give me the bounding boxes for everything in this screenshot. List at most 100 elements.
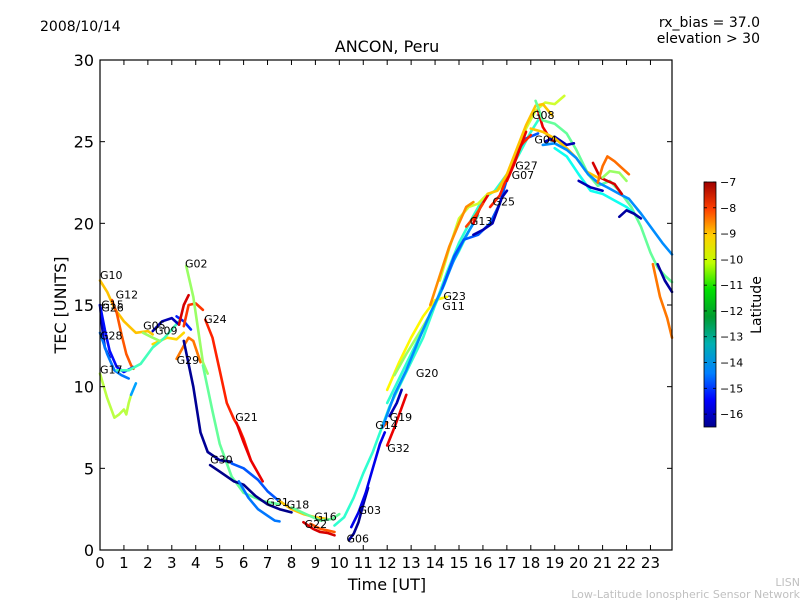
series-line-g29o <box>182 302 205 328</box>
x-tick-label: 16 <box>473 554 492 572</box>
satellite-label: G06 <box>347 533 370 546</box>
series-line-g05b <box>141 331 162 343</box>
series-line-g12 <box>110 298 135 370</box>
series-line-g07 <box>505 130 528 183</box>
series-line-g99b <box>656 262 674 294</box>
x-tick-label: 18 <box>521 554 540 572</box>
y-tick-label: 0 <box>84 541 94 560</box>
satellite-label: G15 <box>101 298 124 311</box>
series-line-g01r <box>591 161 623 196</box>
series-line-g09 <box>151 316 181 333</box>
series-line-g21 <box>235 421 264 483</box>
series-line-g30 <box>182 339 233 464</box>
satellite-label: G18 <box>287 498 310 511</box>
series-line-g29r <box>177 293 190 326</box>
y-axis: 0 5 10 15 20 25 30 <box>74 51 672 560</box>
colorbar-tick-label: −12 <box>720 305 743 318</box>
date-label: 2008/10/14 <box>40 19 121 35</box>
series-line-g04 <box>543 135 576 147</box>
satellite-label: G28 <box>100 329 123 342</box>
satellite-label: G21 <box>235 411 258 424</box>
series-line-g02 <box>184 264 209 375</box>
y-tick-label: 30 <box>74 51 94 70</box>
x-tick-label: 5 <box>215 554 225 572</box>
series-line-g24 <box>204 318 253 462</box>
satellite-label: G02 <box>185 257 208 270</box>
satellite-label: G31 <box>266 496 289 509</box>
series-line-g32 <box>385 393 408 447</box>
satellite-label: G24 <box>204 313 227 326</box>
colorbar-tick-label: −13 <box>720 331 743 344</box>
series-line-g01o <box>596 155 631 184</box>
x-tick-label: 2 <box>143 554 153 572</box>
x-tick-label: 22 <box>617 554 636 572</box>
x-tick-label: 9 <box>311 554 321 572</box>
x-tick-label: 7 <box>263 554 273 572</box>
x-tick-label: 23 <box>641 554 660 572</box>
x-axis: 0 1 2 3 4 5 6 7 8 9 10 11 12 13 14 15 16 17 18 19 20 21 22 23 <box>95 60 660 572</box>
x-tick-label: 12 <box>378 554 397 572</box>
colorbar-tick-label: −11 <box>720 279 743 292</box>
series-line-g04d <box>553 146 638 217</box>
series-line-g13b <box>429 200 475 307</box>
chart-title: ANCON, Peru <box>335 37 439 56</box>
x-tick-label: 20 <box>569 554 588 572</box>
series-line-g13o <box>464 202 485 228</box>
satellite-label: G23 <box>443 290 466 303</box>
series-line-g04e <box>577 179 604 192</box>
x-tick-label: 14 <box>426 554 445 572</box>
satellite-label: G08 <box>532 109 555 122</box>
x-tick-label: 15 <box>449 554 468 572</box>
x-tick-label: 4 <box>191 554 201 572</box>
y-axis-label: TEC [UNITS] <box>51 257 70 355</box>
x-tick-label: 17 <box>497 554 516 572</box>
x-tick-label: 10 <box>330 554 349 572</box>
series-line-g99 <box>651 262 674 339</box>
y-tick-label: 15 <box>74 296 94 315</box>
footer-lisn: LISN <box>775 576 800 589</box>
satellite-label: G27 <box>515 159 538 172</box>
series-line-g08b <box>534 99 674 284</box>
colorbar-tick-label: −10 <box>720 253 743 266</box>
satellite-label: G10 <box>100 269 123 282</box>
colorbar <box>703 181 717 428</box>
x-tick-label: 11 <box>354 554 373 572</box>
colorbar-tick-label: −15 <box>720 382 743 395</box>
series-line-g20b <box>393 316 430 377</box>
series-line-g30b <box>208 463 293 514</box>
colorbar-tick-label: −8 <box>720 202 736 215</box>
satellite-label: G30 <box>210 453 233 466</box>
satellite-label: G09 <box>155 324 178 337</box>
satellite-label: G17 <box>100 364 123 377</box>
satellite-label: G07 <box>512 169 535 182</box>
satellite-label: G32 <box>387 442 410 455</box>
series-line-g31 <box>237 480 281 523</box>
satellite-label: G04 <box>534 133 557 146</box>
series-line-g10 <box>98 279 154 336</box>
x-tick-label: 21 <box>593 554 612 572</box>
colorbar-tick-label: −9 <box>720 228 736 241</box>
satellite-label: G20 <box>416 367 439 380</box>
satellite-label: G03 <box>359 504 382 517</box>
satellite-label: G12 <box>116 289 139 302</box>
y-tick-label: 20 <box>74 214 94 233</box>
annotation-rx-bias: rx_bias = 37.0 <box>659 15 760 31</box>
satellite-label: G16 <box>314 511 337 524</box>
x-tick-label: 3 <box>167 554 177 572</box>
series-line-g13d <box>472 189 509 237</box>
colorbar-ticks: −7 −8 −9 −10 −11 −12 −13 −14 −15 −16 <box>704 176 743 421</box>
y-tick-label: 10 <box>74 378 94 397</box>
x-tick-label: 6 <box>239 554 249 572</box>
series-line-g05 <box>115 320 181 372</box>
satellite-label: G22 <box>305 518 328 531</box>
y-tick-label: 25 <box>74 133 94 152</box>
x-axis-label: Time [UT] <box>347 575 426 594</box>
x-tick-label: 19 <box>545 554 564 572</box>
series-line-g04f <box>618 209 643 220</box>
x-tick-label: 1 <box>119 554 129 572</box>
series-line-g27 <box>486 102 554 196</box>
series-line-g01g <box>601 169 628 183</box>
x-tick-label: 8 <box>287 554 297 572</box>
series-line-g29 <box>175 336 202 364</box>
